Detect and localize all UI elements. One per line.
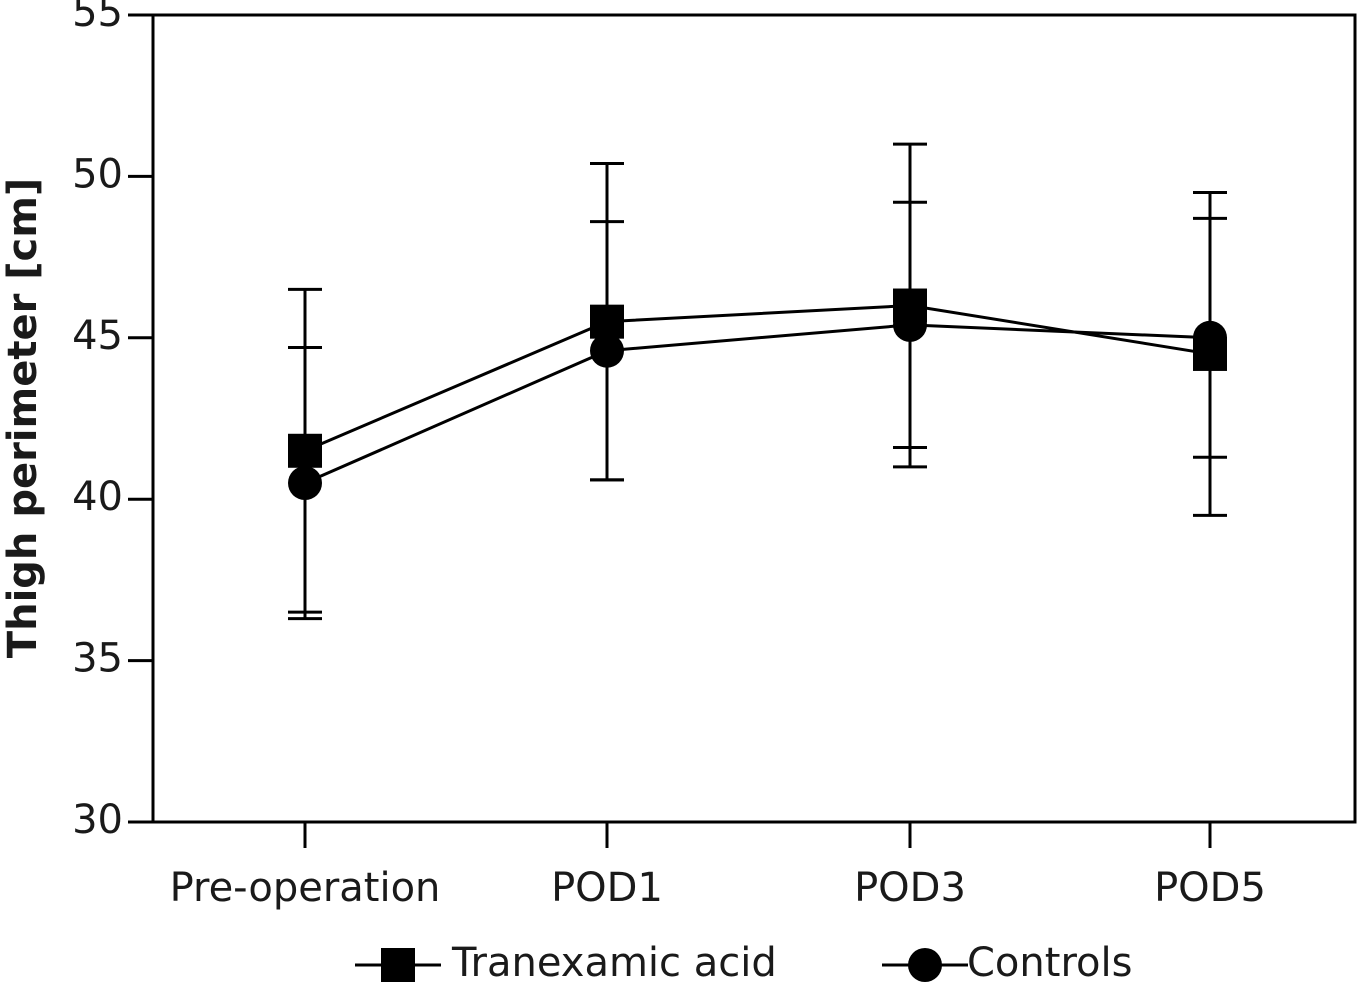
marker [590,333,624,368]
marker [288,433,322,468]
y-tick-label: 40 [72,474,123,520]
x-tick-label: POD3 [854,865,966,911]
marker [590,304,624,339]
y-tick-label: 55 [72,0,123,36]
y-tick-label: 45 [72,313,123,359]
marker [1193,320,1227,355]
x-tick-label: Pre-operation [170,865,441,911]
legend-marker [381,948,415,982]
plot-frame [151,13,1357,824]
legend-label: Controls [967,940,1132,983]
legend-label: Tranexamic acid [451,940,777,983]
series-line [304,304,1211,453]
y-axis-label: Thigh perimeter [cm] [0,178,46,658]
y-tick-label: 30 [72,797,123,843]
marker [893,307,927,342]
y-tick-label: 35 [72,636,123,682]
x-tick-label: POD1 [551,865,663,911]
x-tick-label: POD5 [1154,865,1266,911]
legend-marker [908,948,942,982]
series-line [304,323,1211,485]
marker [288,466,322,501]
y-tick-label: 50 [72,151,123,197]
